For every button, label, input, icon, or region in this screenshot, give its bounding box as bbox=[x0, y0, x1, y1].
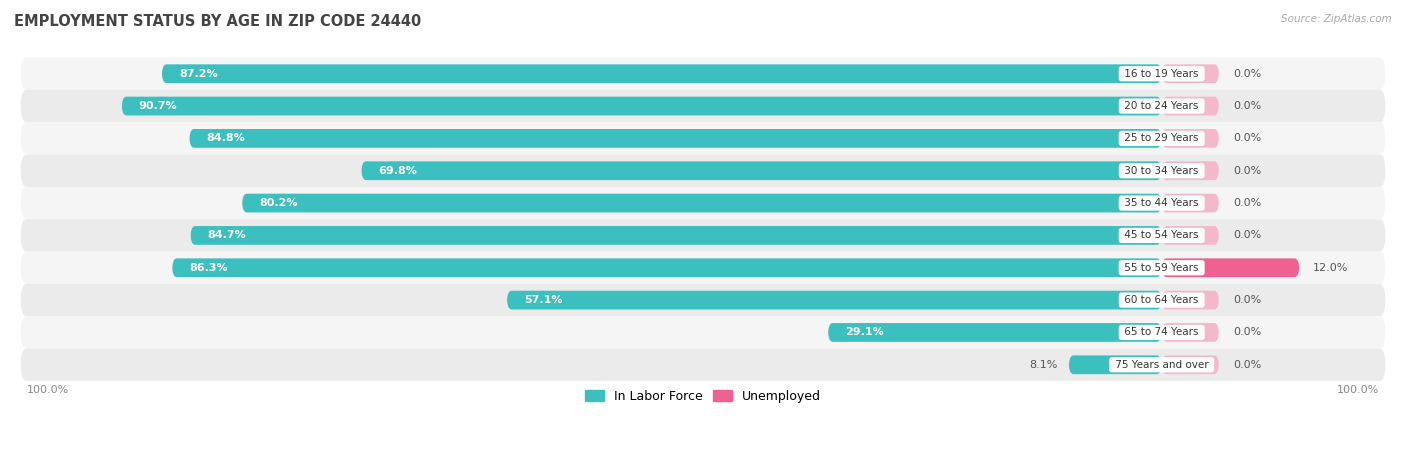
Text: 0.0%: 0.0% bbox=[1233, 166, 1261, 176]
Text: 12.0%: 12.0% bbox=[1313, 263, 1348, 273]
Text: 8.1%: 8.1% bbox=[1029, 360, 1057, 370]
Text: 0.0%: 0.0% bbox=[1233, 295, 1261, 305]
Text: 100.0%: 100.0% bbox=[1337, 385, 1379, 395]
Text: 0.0%: 0.0% bbox=[1233, 69, 1261, 79]
Text: 100.0%: 100.0% bbox=[27, 385, 69, 395]
Text: 45 to 54 Years: 45 to 54 Years bbox=[1122, 230, 1202, 240]
Text: 16 to 19 Years: 16 to 19 Years bbox=[1122, 69, 1202, 79]
Text: 20 to 24 Years: 20 to 24 Years bbox=[1122, 101, 1202, 111]
FancyBboxPatch shape bbox=[162, 64, 1161, 83]
Text: 35 to 44 Years: 35 to 44 Years bbox=[1122, 198, 1202, 208]
Text: 0.0%: 0.0% bbox=[1233, 230, 1261, 240]
Text: Source: ZipAtlas.com: Source: ZipAtlas.com bbox=[1281, 14, 1392, 23]
Text: 69.8%: 69.8% bbox=[378, 166, 418, 176]
FancyBboxPatch shape bbox=[21, 316, 1385, 349]
Text: 0.0%: 0.0% bbox=[1233, 101, 1261, 111]
Text: 29.1%: 29.1% bbox=[845, 327, 884, 337]
Text: 84.8%: 84.8% bbox=[207, 133, 245, 143]
FancyBboxPatch shape bbox=[21, 58, 1385, 90]
FancyBboxPatch shape bbox=[21, 349, 1385, 381]
FancyBboxPatch shape bbox=[1161, 258, 1299, 277]
FancyBboxPatch shape bbox=[190, 226, 1161, 245]
FancyBboxPatch shape bbox=[1161, 129, 1219, 148]
Text: 0.0%: 0.0% bbox=[1233, 198, 1261, 208]
Text: 87.2%: 87.2% bbox=[179, 69, 218, 79]
FancyBboxPatch shape bbox=[21, 284, 1385, 316]
FancyBboxPatch shape bbox=[1161, 291, 1219, 309]
Text: 25 to 29 Years: 25 to 29 Years bbox=[1122, 133, 1202, 143]
FancyBboxPatch shape bbox=[190, 129, 1161, 148]
FancyBboxPatch shape bbox=[508, 291, 1161, 309]
FancyBboxPatch shape bbox=[172, 258, 1161, 277]
Text: EMPLOYMENT STATUS BY AGE IN ZIP CODE 24440: EMPLOYMENT STATUS BY AGE IN ZIP CODE 244… bbox=[14, 14, 422, 28]
FancyBboxPatch shape bbox=[21, 155, 1385, 187]
Text: 86.3%: 86.3% bbox=[190, 263, 228, 273]
FancyBboxPatch shape bbox=[242, 193, 1161, 212]
FancyBboxPatch shape bbox=[1161, 193, 1219, 212]
FancyBboxPatch shape bbox=[21, 122, 1385, 155]
Text: 0.0%: 0.0% bbox=[1233, 133, 1261, 143]
Text: 84.7%: 84.7% bbox=[208, 230, 246, 240]
Text: 60 to 64 Years: 60 to 64 Years bbox=[1122, 295, 1202, 305]
FancyBboxPatch shape bbox=[21, 219, 1385, 252]
Text: 57.1%: 57.1% bbox=[524, 295, 562, 305]
Text: 65 to 74 Years: 65 to 74 Years bbox=[1122, 327, 1202, 337]
FancyBboxPatch shape bbox=[1161, 226, 1219, 245]
FancyBboxPatch shape bbox=[1069, 355, 1161, 374]
FancyBboxPatch shape bbox=[122, 97, 1161, 115]
FancyBboxPatch shape bbox=[1161, 64, 1219, 83]
Text: 0.0%: 0.0% bbox=[1233, 327, 1261, 337]
FancyBboxPatch shape bbox=[828, 323, 1161, 342]
Text: 75 Years and over: 75 Years and over bbox=[1112, 360, 1212, 370]
FancyBboxPatch shape bbox=[21, 252, 1385, 284]
Text: 55 to 59 Years: 55 to 59 Years bbox=[1122, 263, 1202, 273]
Legend: In Labor Force, Unemployed: In Labor Force, Unemployed bbox=[581, 385, 825, 408]
FancyBboxPatch shape bbox=[1161, 355, 1219, 374]
Text: 90.7%: 90.7% bbox=[139, 101, 177, 111]
FancyBboxPatch shape bbox=[1161, 161, 1219, 180]
FancyBboxPatch shape bbox=[361, 161, 1161, 180]
FancyBboxPatch shape bbox=[21, 90, 1385, 122]
FancyBboxPatch shape bbox=[21, 187, 1385, 219]
FancyBboxPatch shape bbox=[1161, 97, 1219, 115]
Text: 80.2%: 80.2% bbox=[259, 198, 298, 208]
Text: 30 to 34 Years: 30 to 34 Years bbox=[1122, 166, 1202, 176]
Text: 0.0%: 0.0% bbox=[1233, 360, 1261, 370]
FancyBboxPatch shape bbox=[1161, 323, 1219, 342]
